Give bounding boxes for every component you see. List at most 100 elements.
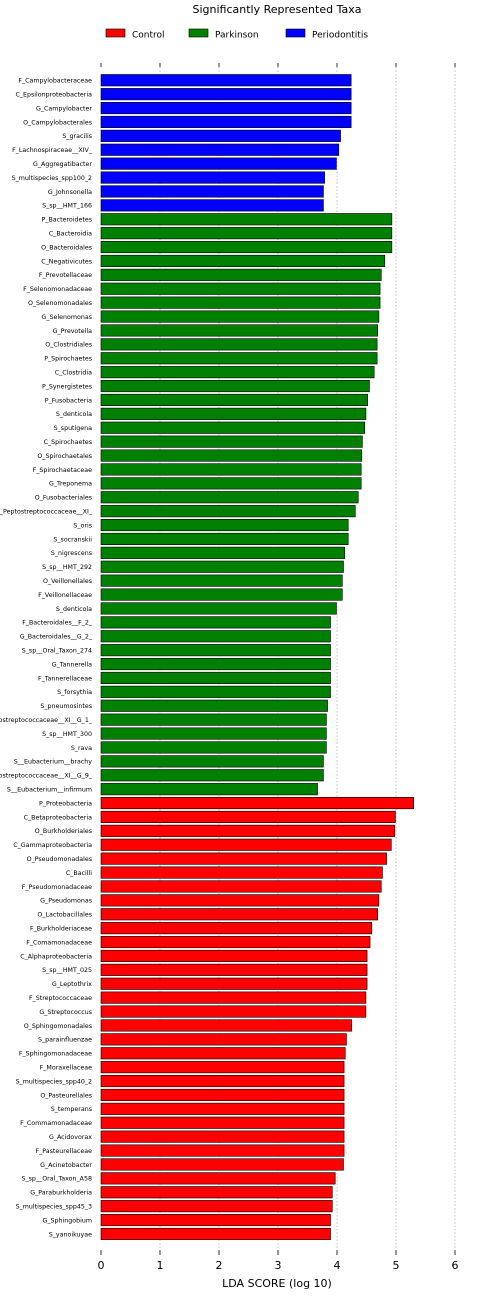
bar-S_sp__Oral_Taxon_A58 — [100, 1172, 336, 1185]
y-label-G_Prevotella: G_Prevotella — [53, 328, 92, 335]
y-label-S_forsythia: S_forsythia — [57, 689, 92, 696]
bar-S_sp__HMT_292 — [100, 560, 344, 573]
y-label-G_Selenomonas: G_Selenomonas — [42, 314, 92, 321]
y-label-O_Bacteroidales: O_Bacteroidales — [41, 244, 92, 251]
bar-S_socranskii — [100, 532, 349, 546]
bar-S_denticola — [100, 407, 367, 420]
chart-title: Significantly Represented Taxa — [193, 3, 362, 16]
bar-C_Clostridia — [100, 366, 375, 379]
x-tick-label-0: 0 — [98, 1259, 105, 1272]
y-label-G_Acinetobacter: G_Acinetobacter — [40, 1162, 92, 1169]
bar-S_sp__HMT_166 — [100, 199, 324, 212]
bar-O_Campylobacterales — [100, 115, 352, 128]
bar-C_Betaproteobacteria — [100, 810, 396, 824]
bar-S_multispecies_spp100_2 — [100, 171, 325, 184]
legend-swatch-parkinson — [188, 28, 209, 38]
y-label-S_denticola: S_denticola — [56, 411, 92, 418]
bar-F_Pasteurellaceae — [100, 1144, 345, 1157]
bar-C_Negativicutes — [100, 254, 386, 267]
y-label-F_Campylobacteraceae: F_Campylobacteraceae — [18, 78, 92, 85]
y-label-S_multispecies_spp40_2: S_multispecies_spp40_2 — [16, 1078, 92, 1085]
x-tick-label-4: 4 — [334, 1259, 341, 1272]
y-label-S_nigrescens: S_nigrescens — [51, 550, 92, 557]
y-label-G_Paraburkholderia: G_Paraburkholderia — [30, 1190, 92, 1197]
bar-G_Sphingobium — [100, 1214, 331, 1227]
bar-G_Leptothrix — [100, 977, 368, 990]
bar-S__Eubacterium__brachy — [100, 755, 324, 768]
bar-P_Spirochaetes — [100, 352, 378, 365]
y-axis-labels: F_Campylobacteraceae C_Epsilonproteobacte… — [0, 78, 93, 1239]
y-label-F_Veillonellaceae: F_Veillonellaceae — [38, 592, 92, 599]
y-label-S_sp__HMT_025: S_sp__HMT_025 — [42, 967, 92, 974]
y-label-S_sp__HMT_292: S_sp__HMT_292 — [42, 564, 92, 571]
bar-S_multispecies_spp45_3 — [100, 1200, 333, 1213]
y-label-F_Sphingomonadaceae: F_Sphingomonadaceae — [19, 1051, 92, 1058]
y-label-P_Spirochaetes: P_Spirochaetes — [44, 356, 92, 363]
bar-G_Bacteroidales__G_2_ — [100, 630, 331, 643]
y-label-F_Spirochaetaceae: F_Spirochaetaceae — [33, 467, 93, 474]
bar-S_forsythia — [100, 685, 331, 698]
y-label-G_Johnsonella: G_Johnsonella — [48, 189, 92, 196]
y-label-F_Streptococcaceae: F_Streptococcaceae — [29, 995, 92, 1002]
y-label-F_Selenomonadaceae: F_Selenomonadaceae — [23, 286, 92, 293]
bar-F_Bacteroidales__F_2_ — [100, 616, 331, 629]
bar-S_rava — [100, 741, 327, 754]
y-label-F_Prevotellaceae: F_Prevotellaceae — [39, 272, 92, 279]
x-axis: 0 1 2 3 4 5 6 — [98, 63, 459, 1272]
bar-O_Bacteroidales — [100, 241, 393, 254]
bar-O_Spirochaetales — [100, 449, 363, 462]
y-label-S_multispecies_spp45_3: S_multispecies_spp45_3 — [16, 1203, 92, 1210]
y-label-G_Peptostreptococcaceae__XI__G_9_: G_Peptostreptococcaceae__XI__G_9_ — [0, 773, 93, 780]
y-label-G_Leptothrix: G_Leptothrix — [52, 981, 92, 988]
y-label-F_Bacteroidales__F_2_: F_Bacteroidales__F_2_ — [22, 620, 93, 627]
bar-S_denticola — [100, 602, 337, 615]
bar-P_Fusobacteria — [100, 393, 368, 407]
y-label-S_sp__HMT_300: S_sp__HMT_300 — [42, 731, 92, 738]
bar-F_Comamonadaceae — [100, 935, 371, 949]
bar-F_Streptococcaceae — [100, 991, 367, 1004]
y-label-S_socranskii: S_socranskii — [53, 536, 92, 543]
y-label-O_Pasteurellales: O_Pasteurellales — [40, 1092, 92, 1099]
bar-S_sp__HMT_025 — [100, 963, 368, 976]
y-label-S_gracilis: S_gracilis — [62, 133, 92, 140]
bar-F_Tannerellaceae — [100, 671, 331, 685]
y-label-F_Pseudomonadaceae: F_Pseudomonadaceae — [22, 884, 92, 891]
y-label-G_Treponema: G_Treponema — [49, 481, 92, 488]
bar-S_sp__Oral_Taxon_274 — [100, 644, 331, 657]
y-label-G_Bacteroidales__G_2_: G_Bacteroidales__G_2_ — [20, 634, 93, 641]
y-label-O_Spirochaetales: O_Spirochaetales — [37, 453, 92, 460]
y-label-S_sp__HMT_166: S_sp__HMT_166 — [42, 203, 92, 210]
bar-F_Commamonadaceae — [100, 1116, 345, 1129]
y-label-P_Proteobacteria: P_Proteobacteria — [39, 800, 92, 807]
bar-F_Pseudomonadaceae — [100, 880, 382, 893]
x-tick-label-5: 5 — [393, 1259, 400, 1272]
bar-O_Burkholderiales — [100, 824, 396, 837]
bar-S_sp__HMT_300 — [100, 727, 327, 740]
y-label-F_Comamonadaceae: F_Comamonadaceae — [26, 939, 92, 946]
bar-O_Pasteurellales — [100, 1088, 345, 1101]
bar-C_Alphaproteobacteria — [100, 949, 368, 963]
x-tick-label-1: 1 — [157, 1259, 164, 1272]
bar-G_Aggregatibacter — [100, 157, 337, 170]
y-label-F_Tannerellaceae: F_Tannerellaceae — [38, 675, 92, 682]
y-label-S_pneumosintes: S_pneumosintes — [40, 703, 92, 710]
y-label-G_Streptococcus: G_Streptococcus — [39, 1009, 92, 1016]
y-label-C_Gammaproteobacteria: C_Gammaproteobacteria — [13, 842, 92, 849]
bar-S_yanoikuyae — [100, 1227, 331, 1240]
bar-G_Johnsonella — [100, 185, 324, 198]
y-label-G_Aggregatibacter: G_Aggregatibacter — [33, 161, 92, 168]
y-label-F_Lachnospiraceae__XIV_: F_Lachnospiraceae__XIV_ — [12, 147, 93, 154]
y-label-C_Epsilonproteobacteria: C_Epsilonproteobacteria — [16, 91, 93, 98]
bar-F_Campylobacteraceae — [100, 74, 352, 87]
y-label-P_Synergistetes: P_Synergistetes — [42, 383, 92, 390]
bar-S_nigrescens — [100, 546, 345, 559]
y-label-S__Eubacterium__infirmum: S__Eubacterium__infirmum — [7, 786, 92, 793]
y-label-F_Peptostreptococcaceae__XI_: F_Peptostreptococcaceae__XI_ — [0, 508, 93, 515]
bar-S_multispecies_spp40_2 — [100, 1075, 345, 1088]
y-label-S_multispecies_spp100_2: S_multispecies_spp100_2 — [12, 175, 92, 182]
bar-F_Selenomonadaceae — [100, 282, 381, 295]
y-label-O_Clostridiales: O_Clostridiales — [45, 342, 92, 349]
bar-S__Eubacterium__infirmum — [100, 783, 318, 796]
y-label-G_Pseudomonas: G_Pseudomonas — [40, 898, 92, 905]
bar-O_Fusobacteriales — [100, 491, 359, 504]
